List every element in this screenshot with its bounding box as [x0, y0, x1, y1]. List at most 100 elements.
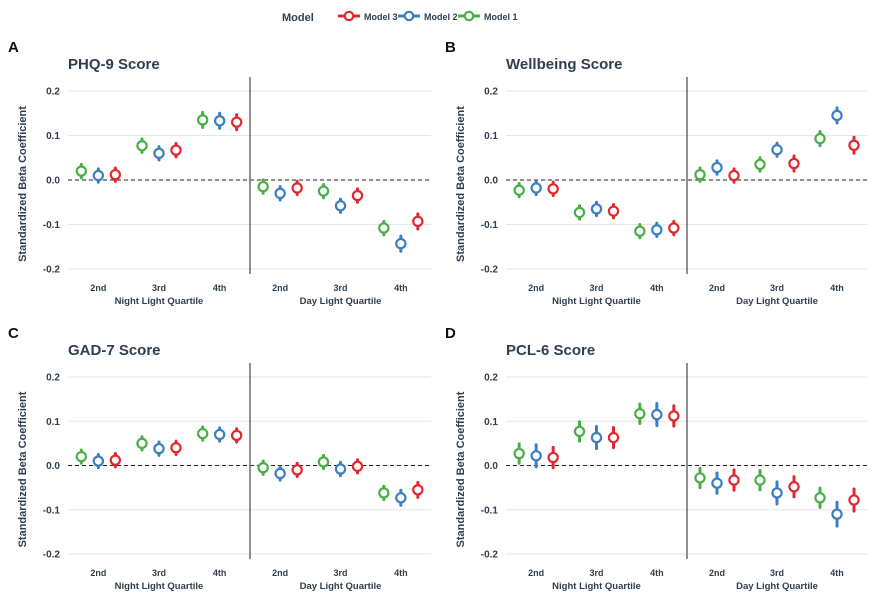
y-tick-label: -0.1 — [481, 505, 499, 516]
x-tick-label: 2nd — [90, 568, 106, 578]
x-group-label: Night Light Quartile — [115, 296, 204, 307]
point-model-1 — [75, 165, 88, 177]
panel-letter: D — [445, 325, 456, 342]
x-tick-label: 2nd — [528, 568, 544, 578]
y-tick-label: -0.2 — [481, 550, 499, 561]
point-model-2 — [530, 182, 542, 194]
point-model-3 — [351, 460, 364, 473]
point-model-3 — [607, 205, 620, 217]
x-tick-label: 4th — [394, 283, 408, 293]
panel-title: GAD-7 Score — [68, 342, 161, 359]
legend-key-marker — [343, 10, 355, 22]
point-model-2 — [590, 431, 603, 444]
panel-letter: A — [8, 39, 19, 56]
panel-title: Wellbeing Score — [506, 56, 622, 73]
x-tick-label: 4th — [650, 283, 664, 293]
point-model-3 — [412, 215, 424, 228]
y-tick-label: 0.2 — [46, 87, 60, 98]
x-group-label: Day Light Quartile — [300, 296, 382, 307]
point-model-3 — [668, 410, 680, 422]
point-model-2 — [153, 442, 165, 455]
panel-letter: C — [8, 325, 19, 342]
point-model-1 — [754, 158, 766, 171]
legend: Model Model 3 Model 2 Model 1 — [282, 10, 518, 24]
panel-title: PCL-6 Score — [506, 342, 595, 359]
panel-a: A PHQ-9 Score 0.2 0.1 0.0 -0.1 -0.2 Standardize… — [8, 39, 431, 307]
y-tick-label: -0.1 — [43, 505, 61, 516]
x-tick-label: 3rd — [152, 283, 166, 293]
point-model-3 — [170, 442, 182, 454]
point-model-1 — [634, 408, 646, 420]
point-model-3 — [291, 182, 303, 194]
group-night-light-quartile: 2nd 3rd 4th Night Light Quartile — [513, 179, 680, 307]
point-model-2 — [213, 115, 226, 127]
point-model-2 — [92, 455, 105, 467]
legend-item-model-3: Model 3 — [338, 10, 398, 22]
y-axis-label: Standardized Beta Coefficient — [17, 106, 29, 262]
legend-title: Model — [282, 12, 314, 24]
y-tick-label: -0.2 — [43, 265, 61, 276]
x-tick-label: 2nd — [528, 283, 544, 293]
point-model-1 — [136, 437, 148, 450]
x-tick-label: 4th — [213, 568, 227, 578]
point-model-3 — [412, 484, 424, 496]
point-model-2 — [530, 450, 542, 462]
x-tick-label: 3rd — [333, 568, 347, 578]
point-model-1 — [196, 114, 209, 126]
legend-label: Model 2 — [424, 12, 458, 22]
y-axis-label: Standardized Beta Coefficient — [455, 391, 467, 547]
y-tick-label: 0.0 — [46, 176, 60, 187]
legend-label: Model 1 — [484, 12, 518, 22]
point-model-2 — [395, 492, 407, 504]
point-model-1 — [573, 206, 586, 219]
panel-b: B Wellbeing Score 0.2 0.1 0.0 -0.1 -0.2 Standar… — [445, 39, 867, 307]
legend-key-marker — [463, 10, 475, 22]
point-model-3 — [668, 222, 680, 234]
point-model-2 — [92, 169, 105, 182]
x-group-label: Night Light Quartile — [552, 296, 641, 307]
x-tick-label: 3rd — [770, 568, 784, 578]
x-tick-label: 2nd — [272, 568, 288, 578]
point-model-3 — [291, 464, 303, 476]
y-tick-label: 0.1 — [46, 131, 60, 142]
point-model-1 — [694, 472, 706, 484]
legend-item-model-2: Model 2 — [398, 10, 458, 22]
group-night-light-quartile: 2nd 3rd 4th Night Light Quartile — [513, 402, 680, 592]
y-tick-label: 0.1 — [484, 131, 498, 142]
x-group-label: Day Light Quartile — [736, 296, 818, 307]
point-model-1 — [378, 487, 390, 499]
point-model-3 — [788, 481, 800, 493]
x-tick-label: 3rd — [589, 283, 603, 293]
point-model-3 — [230, 116, 243, 128]
point-model-3 — [109, 454, 122, 466]
point-model-3 — [728, 169, 740, 182]
point-model-3 — [728, 474, 740, 486]
point-model-3 — [788, 157, 800, 170]
x-tick-label: 3rd — [589, 568, 603, 578]
point-model-2 — [771, 144, 783, 156]
y-axis-label: Standardized Beta Coefficient — [17, 391, 29, 547]
x-tick-label: 4th — [830, 568, 844, 578]
legend-label: Model 3 — [364, 12, 398, 22]
y-tick-label: 0.0 — [484, 176, 498, 187]
x-tick-label: 4th — [830, 283, 844, 293]
x-group-label: Day Light Quartile — [300, 581, 382, 592]
x-tick-label: 2nd — [90, 283, 106, 293]
point-model-1 — [136, 140, 148, 152]
point-model-2 — [711, 161, 723, 174]
x-tick-label: 3rd — [152, 568, 166, 578]
point-model-1 — [317, 456, 330, 468]
y-tick-label: -0.2 — [481, 265, 499, 276]
point-model-2 — [651, 408, 663, 421]
point-model-2 — [274, 467, 286, 480]
x-tick-label: 3rd — [770, 283, 784, 293]
point-model-3 — [109, 168, 122, 181]
y-tick-label: 0.1 — [484, 417, 498, 428]
y-tick-label: 0.0 — [484, 461, 498, 472]
point-model-2 — [213, 428, 226, 441]
point-model-3 — [848, 139, 860, 151]
x-tick-label: 4th — [213, 283, 227, 293]
point-model-2 — [590, 203, 603, 215]
point-model-1 — [513, 184, 525, 196]
